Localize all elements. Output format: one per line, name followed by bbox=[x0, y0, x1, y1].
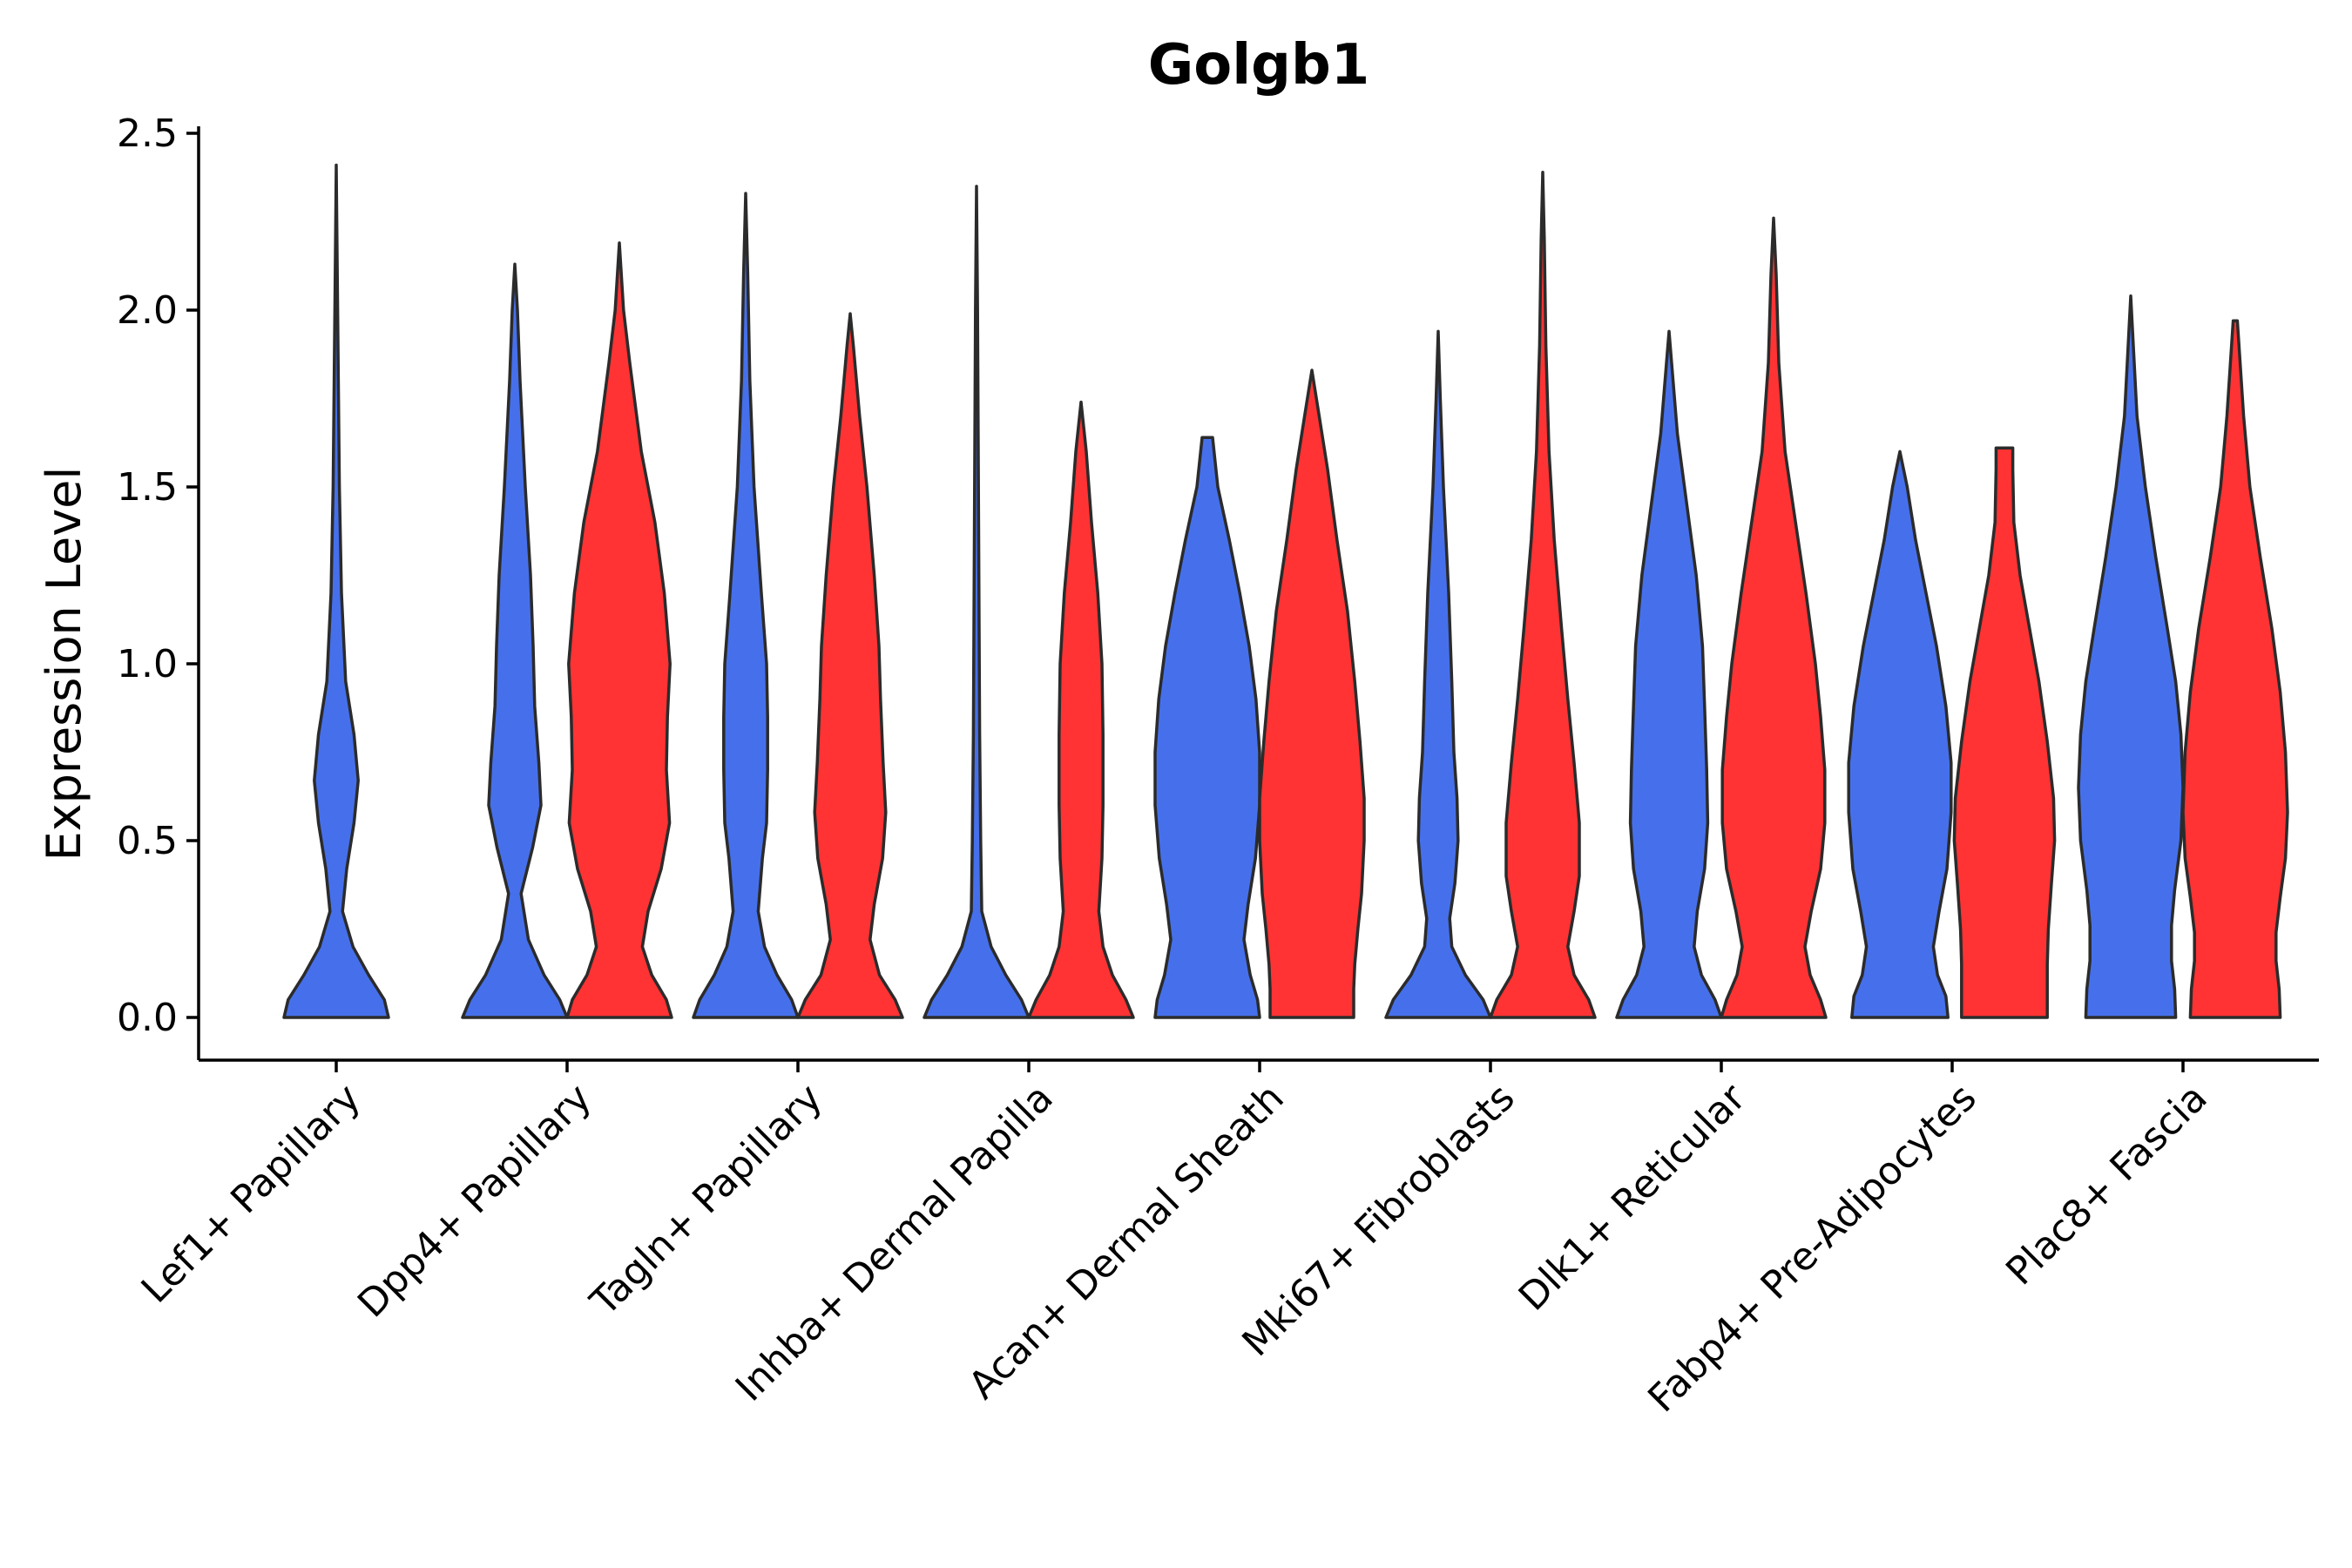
violin-group1 bbox=[923, 185, 1031, 1019]
y-axis-label: Expression Level bbox=[37, 467, 91, 862]
y-tick-label: 0.0 bbox=[117, 996, 178, 1040]
y-tick-label: 2.0 bbox=[117, 288, 178, 333]
x-tick-label: Dpp4+ Papillary bbox=[349, 1076, 600, 1327]
violin-group2 bbox=[1952, 446, 2057, 1019]
y-tick-label: 0.5 bbox=[117, 819, 178, 863]
violin-layer bbox=[282, 163, 2289, 1019]
violin-group1 bbox=[1847, 449, 1953, 1019]
x-tick-label: Tagln+ Papillary bbox=[582, 1076, 831, 1325]
violin-group2 bbox=[2181, 319, 2289, 1019]
violin-group2 bbox=[796, 312, 904, 1019]
y-tick-label: 1.5 bbox=[117, 465, 178, 510]
violin-group2 bbox=[1027, 400, 1135, 1019]
violin-group1 bbox=[461, 262, 569, 1019]
y-tick-label: 2.5 bbox=[117, 112, 178, 156]
x-tick-label: Plac8+ Fascia bbox=[1997, 1076, 2216, 1294]
y-ticks: 0.0 0.5 1.0 1.5 2.0 2.5 bbox=[117, 112, 199, 1040]
violin-group1 bbox=[2077, 294, 2185, 1019]
chart-title: Golgb1 bbox=[1148, 33, 1370, 98]
violin-group1 bbox=[692, 192, 800, 1019]
violin-group1 bbox=[282, 163, 390, 1019]
y-tick-label: 1.0 bbox=[117, 642, 178, 686]
violin-group1 bbox=[1153, 436, 1261, 1019]
violin-group1 bbox=[1615, 329, 1723, 1019]
violin-group2 bbox=[1258, 368, 1366, 1019]
x-tick-label: Dlk1+ Reticular bbox=[1511, 1075, 1755, 1320]
violin-group2 bbox=[1489, 170, 1597, 1019]
x-tick-label: Lef1+ Papillary bbox=[133, 1076, 369, 1312]
violin-group1 bbox=[1384, 329, 1492, 1019]
violin-group2 bbox=[1720, 216, 1828, 1019]
violin-group2 bbox=[565, 241, 673, 1019]
